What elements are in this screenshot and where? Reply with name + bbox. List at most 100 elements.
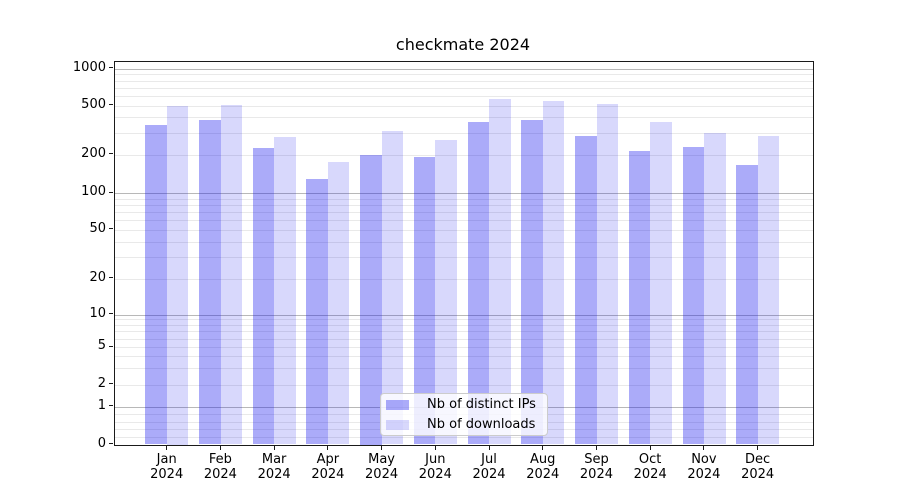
y-tick-label: 2 <box>97 375 106 391</box>
gridline-major <box>115 68 813 70</box>
x-tick-month: Jun <box>425 452 446 467</box>
bar-downloads-may <box>381 131 404 445</box>
gridline-major <box>115 193 813 195</box>
x-tick-mark <box>434 446 436 450</box>
chart-title: checkmate 2024 <box>395 35 531 54</box>
bar-downloads-nov <box>704 132 726 445</box>
x-tick-mark <box>488 446 490 450</box>
x-tick-mark <box>273 446 275 450</box>
x-tick-label: Jul 2024 <box>457 452 521 482</box>
legend-swatch-distinct-ips <box>386 400 409 410</box>
x-tick-year: 2024 <box>418 467 452 482</box>
gridline-minor <box>115 74 813 76</box>
gridline-minor <box>115 198 813 200</box>
x-tick-mark <box>381 446 383 450</box>
bar-downloads-jul <box>489 98 511 445</box>
x-tick-year: 2024 <box>472 467 506 482</box>
gridline-minor <box>115 257 813 259</box>
y-tick-mark <box>109 228 113 230</box>
gridline-minor <box>115 212 813 214</box>
bar-downloads-apr <box>327 161 350 445</box>
y-tick-mark <box>109 104 113 105</box>
x-tick-mark <box>703 446 705 450</box>
bar-distinct-ips-may <box>360 154 382 445</box>
x-tick-mark <box>757 446 759 450</box>
y-tick-mark <box>109 191 113 193</box>
y-tick-mark <box>109 153 113 154</box>
legend-label-downloads: Nb of downloads <box>427 417 536 432</box>
x-tick-mark <box>649 446 651 450</box>
bar-distinct-ips-nov <box>682 147 704 445</box>
gridline-major <box>115 314 813 316</box>
y-tick-label: 0 <box>97 435 106 451</box>
x-tick-label: Nov 2024 <box>672 452 736 482</box>
bar-distinct-ips-sep <box>575 135 597 445</box>
gridline-minor <box>115 132 813 134</box>
bar-distinct-ips-mar <box>252 148 275 445</box>
y-tick-label: 1 <box>97 397 106 413</box>
x-tick-month: Dec <box>745 452 771 467</box>
gridline-minor <box>115 338 813 340</box>
x-tick-year: 2024 <box>741 467 775 482</box>
gridline-minor <box>115 356 813 358</box>
y-tick-mark <box>109 383 113 384</box>
y-tick-mark <box>109 277 113 279</box>
y-tick-label: 10 <box>89 305 106 321</box>
plot-area: Nb of distinct IPs Nb of downloads <box>114 61 814 446</box>
bar-downloads-oct <box>650 122 672 445</box>
x-tick-year: 2024 <box>257 467 291 482</box>
bar-distinct-ips-apr <box>306 178 328 445</box>
gridline-minor <box>115 229 813 231</box>
bar-downloads-dec <box>757 135 780 445</box>
x-tick-month: Mar <box>261 452 287 467</box>
gridline-minor <box>115 204 813 206</box>
x-tick-year: 2024 <box>150 467 184 482</box>
x-tick-label: Mar 2024 <box>242 452 306 482</box>
gridline-minor <box>115 436 813 438</box>
gridline-minor <box>115 278 813 280</box>
y-tick-mark <box>109 67 113 69</box>
gridline-minor <box>115 384 813 386</box>
legend-label-distinct-ips: Nb of distinct IPs <box>427 397 536 412</box>
gridline-minor <box>115 105 813 107</box>
x-tick-label: Feb 2024 <box>188 452 252 482</box>
x-tick-year: 2024 <box>579 467 613 482</box>
bar-downloads-jan <box>166 105 189 445</box>
y-tick-mark <box>109 345 113 347</box>
x-tick-month: May <box>368 452 396 467</box>
bar-distinct-ips-dec <box>736 165 758 445</box>
gridline-minor <box>115 319 813 321</box>
gridline-minor <box>115 80 813 82</box>
gridline-minor <box>115 367 813 369</box>
x-tick-label: Apr 2024 <box>296 452 360 482</box>
gridline-minor <box>115 154 813 156</box>
bar-downloads-mar <box>274 137 296 445</box>
x-tick-label: Jan 2024 <box>135 452 199 482</box>
x-tick-month: Sep <box>584 452 609 467</box>
y-tick-label: 50 <box>89 220 106 236</box>
y-tick-label: 5 <box>97 338 106 354</box>
x-tick-month: Nov <box>691 452 717 467</box>
y-tick-label: 100 <box>81 184 106 200</box>
bar-distinct-ips-oct <box>628 150 651 445</box>
bar-downloads-aug <box>542 101 565 445</box>
x-tick-month: Aug <box>530 452 556 467</box>
x-tick-label: May 2024 <box>350 452 414 482</box>
x-tick-year: 2024 <box>633 467 667 482</box>
bar-downloads-jun <box>435 140 457 445</box>
y-tick-label: 200 <box>81 145 106 161</box>
x-tick-year: 2024 <box>365 467 399 482</box>
y-tick-label: 1000 <box>72 59 106 75</box>
y-tick-label: 500 <box>81 96 106 112</box>
x-tick-mark <box>542 446 544 450</box>
x-tick-year: 2024 <box>687 467 721 482</box>
x-tick-mark <box>219 446 221 450</box>
x-tick-mark <box>166 446 168 450</box>
x-tick-label: Sep 2024 <box>564 452 628 482</box>
gridline-minor <box>115 220 813 222</box>
y-tick-mark <box>109 313 113 314</box>
bar-distinct-ips-jan <box>145 125 167 445</box>
y-tick-mark <box>109 443 113 444</box>
gridline-minor <box>115 87 813 89</box>
gridline-minor <box>115 241 813 243</box>
